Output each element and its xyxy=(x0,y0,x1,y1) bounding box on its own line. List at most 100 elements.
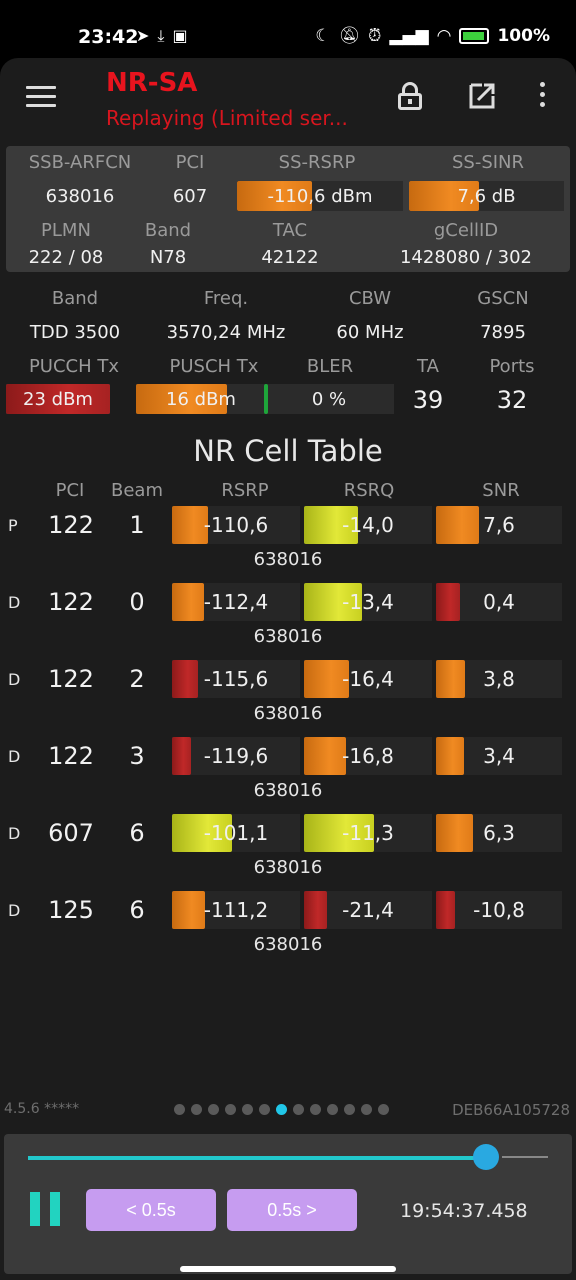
page-dot[interactable] xyxy=(191,1104,202,1115)
page-dot[interactable] xyxy=(276,1104,287,1115)
page-dot[interactable] xyxy=(327,1104,338,1115)
header-pci: PCI xyxy=(55,480,85,501)
cell-snr-meter: 6,3 xyxy=(436,814,562,852)
seek-track-rest[interactable] xyxy=(502,1156,548,1158)
lock-icon[interactable] xyxy=(398,82,422,110)
value-pusch-tx: 16 dBm xyxy=(166,389,236,410)
ss-rsrp-fill xyxy=(237,181,312,211)
more-vert-icon[interactable] xyxy=(538,82,548,110)
cell-rsrq: -16,4 xyxy=(342,667,394,691)
value-plmn: 222 / 08 xyxy=(28,247,104,268)
cell-arfcn: 638016 xyxy=(253,626,323,647)
download-icon: ⤓ xyxy=(157,26,165,45)
clipboard-icon: ▣ xyxy=(172,26,188,45)
cell-rsrp-meter: -112,4 xyxy=(172,583,300,621)
seek-thumb[interactable] xyxy=(473,1144,499,1170)
step-forward-button[interactable]: 0.5s > xyxy=(227,1189,357,1231)
cell-rsrp-fill xyxy=(172,891,205,929)
page-subtitle: Replaying (Limited ser... xyxy=(106,106,348,130)
menu-icon[interactable] xyxy=(26,86,56,108)
bler-meter: 0 % xyxy=(264,384,394,414)
cell-snr-fill xyxy=(436,737,464,775)
page-title: NR-SA xyxy=(106,68,198,98)
page-dot[interactable] xyxy=(344,1104,355,1115)
cell-rsrp-meter: -115,6 xyxy=(172,660,300,698)
cell-rsrp-fill xyxy=(172,814,232,852)
cell-table-title: NR Cell Table xyxy=(193,434,383,468)
label-pucch-tx: PUCCH Tx xyxy=(28,356,120,377)
cell-snr-fill xyxy=(436,583,460,621)
cell-rsrq-fill xyxy=(304,583,362,621)
status-bar: 23:42 ➤ ⤓ ▣ ☾ 🔕︎ ⏰︎ ▂▄▆ ◠ 100% xyxy=(0,0,576,58)
cell-type: D xyxy=(8,747,21,766)
label-gcellid: gCellID xyxy=(433,220,499,241)
cell-pci: 607 xyxy=(48,819,94,847)
cell-rsrp-fill xyxy=(172,506,208,544)
cell-rsrp: -111,2 xyxy=(203,898,269,922)
cell-pci: 122 xyxy=(48,742,94,770)
cell-arfcn: 638016 xyxy=(253,780,323,801)
cell-snr-fill xyxy=(436,660,465,698)
cell-rsrp: -115,6 xyxy=(203,667,269,691)
value-tac: 42122 xyxy=(261,247,319,268)
label-carrier-band: Band xyxy=(51,288,99,309)
page-dot[interactable] xyxy=(378,1104,389,1115)
seek-track-fill[interactable] xyxy=(28,1156,474,1160)
open-external-icon[interactable] xyxy=(468,82,496,110)
serving-cell-panel: SSB-ARFCN PCI SS-RSRP SS-SINR 638016 607… xyxy=(6,146,570,272)
page-dot[interactable] xyxy=(225,1104,236,1115)
header-rsrq: RSRQ xyxy=(343,480,395,501)
cell-snr-meter: 7,6 xyxy=(436,506,562,544)
ss-rsrp-meter: -110,6 dBm xyxy=(237,181,403,211)
page-indicator[interactable] xyxy=(174,1104,389,1115)
label-freq: Freq. xyxy=(203,288,249,309)
cell-rsrq: -16,8 xyxy=(342,744,394,768)
cell-snr-fill xyxy=(436,506,479,544)
value-ssb-arfcn: 638016 xyxy=(45,186,115,207)
page-dot[interactable] xyxy=(310,1104,321,1115)
cell-rsrp-fill xyxy=(172,583,204,621)
cell-type: D xyxy=(8,593,21,612)
page-dot[interactable] xyxy=(242,1104,253,1115)
value-cbw: 60 MHz xyxy=(336,322,404,343)
cell-rsrq-fill xyxy=(304,506,358,544)
cell-rsrq-fill xyxy=(304,737,346,775)
cell-type: D xyxy=(8,824,21,843)
cell-rsrq: -11,3 xyxy=(342,821,394,845)
cell-rsrq-meter: -14,0 xyxy=(304,506,432,544)
value-gscn: 7895 xyxy=(480,322,526,343)
gesture-bar[interactable] xyxy=(180,1266,396,1272)
cell-rsrq-fill xyxy=(304,814,374,852)
page-dot[interactable] xyxy=(174,1104,185,1115)
label-ssb-arfcn: SSB-ARFCN xyxy=(28,152,132,173)
cell-rsrq-fill xyxy=(304,891,327,929)
pause-icon[interactable] xyxy=(30,1192,62,1226)
page-dot[interactable] xyxy=(208,1104,219,1115)
cell-snr: 3,4 xyxy=(483,744,515,768)
cell-rsrp-meter: -110,6 xyxy=(172,506,300,544)
cell-rsrq: -13,4 xyxy=(342,590,394,614)
page-dot[interactable] xyxy=(361,1104,372,1115)
cell-snr: 3,8 xyxy=(483,667,515,691)
pusch-tx-meter: 16 dBm xyxy=(136,384,266,414)
header-snr: SNR xyxy=(482,480,520,501)
cell-rsrp: -110,6 xyxy=(203,513,269,537)
cell-arfcn: 638016 xyxy=(253,857,323,878)
pucch-tx-meter: 23 dBm xyxy=(6,384,110,414)
cell-rsrp: -112,4 xyxy=(203,590,269,614)
step-back-button[interactable]: < 0.5s xyxy=(86,1189,216,1231)
label-ss-rsrp: SS-RSRP xyxy=(278,152,356,173)
cell-snr-fill xyxy=(436,814,473,852)
cell-rsrq: -14,0 xyxy=(342,513,394,537)
bler-fill xyxy=(264,384,268,414)
cell-rsrp-meter: -101,1 xyxy=(172,814,300,852)
page-dot[interactable] xyxy=(259,1104,270,1115)
cell-rsrp-fill xyxy=(172,660,198,698)
label-ta: TA xyxy=(417,356,439,377)
cell-snr-meter: 0,4 xyxy=(436,583,562,621)
battery-icon xyxy=(459,28,490,44)
cell-beam: 1 xyxy=(129,511,145,539)
page-dot[interactable] xyxy=(293,1104,304,1115)
label-gscn: GSCN xyxy=(477,288,529,309)
label-band: Band xyxy=(144,220,192,241)
